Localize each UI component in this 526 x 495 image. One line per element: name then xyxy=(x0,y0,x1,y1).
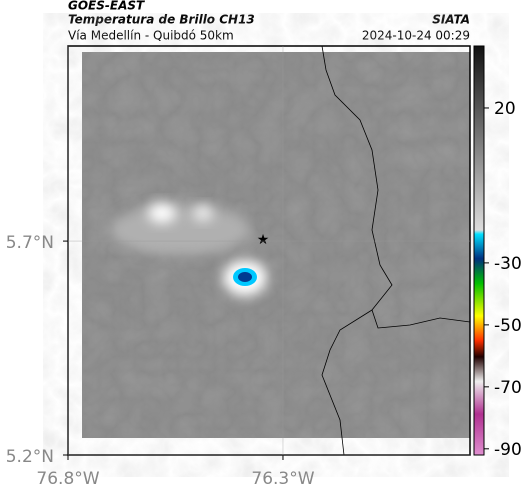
region: Vía Medellín - Quibdó 50km xyxy=(68,29,234,43)
colorbar-tick-label: -70 xyxy=(494,378,522,398)
colorbar xyxy=(473,45,485,456)
colorbar-tick-label: -90 xyxy=(494,440,522,460)
satellite-image: ★ xyxy=(82,45,471,456)
location-marker: ★ xyxy=(257,232,270,248)
y-tick-label: 5.2°N xyxy=(6,447,54,467)
product: Temperatura de Brillo CH13 xyxy=(68,13,255,27)
x-tick-label: 76.3°W xyxy=(251,469,314,489)
colorbar-tick-label: -30 xyxy=(494,254,522,274)
satellite: GOES-EAST xyxy=(68,0,145,13)
timestamp: 2024-10-24 00:29 xyxy=(362,29,470,43)
y-tick-label: 5.7°N xyxy=(6,233,54,253)
colorbar-tick-label: -50 xyxy=(494,316,522,336)
source: SIATA xyxy=(432,13,470,27)
colorbar-tick-label: 20 xyxy=(494,99,516,119)
x-tick-label: 76.8°W xyxy=(36,469,99,489)
